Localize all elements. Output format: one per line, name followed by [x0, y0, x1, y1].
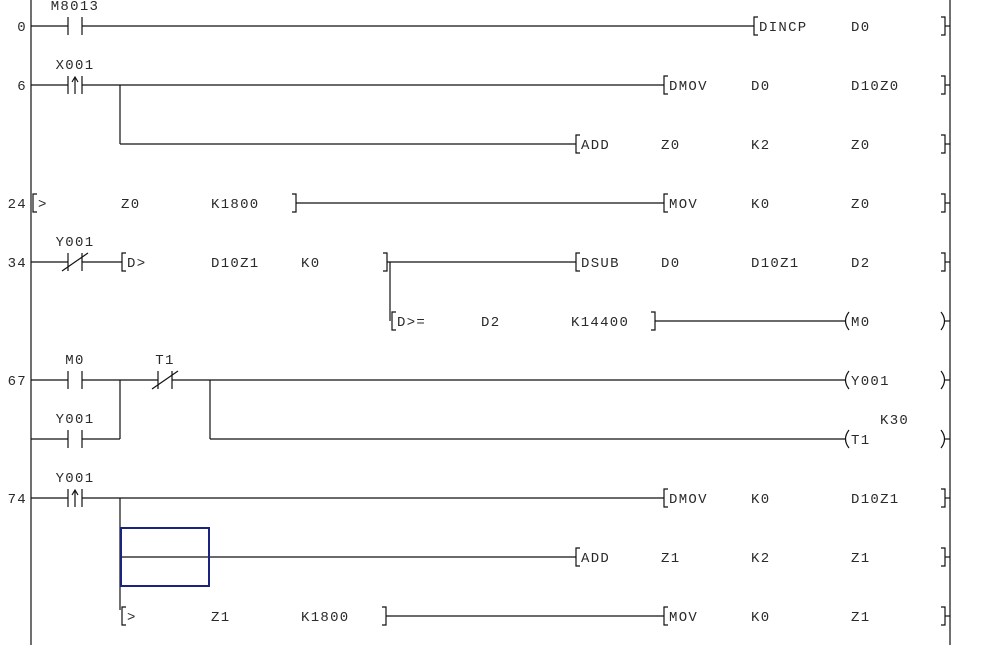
- compare-operand: D10Z1: [211, 256, 260, 272]
- open-bracket: [663, 606, 668, 626]
- step-number: 0: [17, 20, 27, 36]
- compare-operand: Z1: [211, 610, 230, 626]
- instruction-operand: K0: [751, 492, 770, 508]
- instruction-operand: K0: [751, 197, 770, 213]
- instruction-op: DMOV: [669, 79, 708, 95]
- instruction-operand: D10Z1: [851, 492, 900, 508]
- open-bracket: [121, 606, 126, 626]
- step-number: 34: [8, 256, 27, 272]
- close-bracket: [941, 606, 946, 626]
- close-bracket: [941, 16, 946, 36]
- open-bracket: [32, 193, 37, 213]
- instruction-operand: Z0: [851, 197, 870, 213]
- compare-operand: K0: [301, 256, 320, 272]
- close-bracket: [651, 311, 656, 331]
- contact-label: M0: [65, 353, 84, 369]
- compare-op: >: [127, 610, 137, 626]
- contact-label: Y001: [56, 471, 95, 487]
- compare-op: D>=: [397, 315, 426, 331]
- instruction-operand: Z1: [661, 551, 680, 567]
- close-bracket: [383, 252, 388, 272]
- coil-open: [844, 370, 850, 390]
- instruction-op: ADD: [581, 138, 610, 154]
- close-bracket: [382, 606, 387, 626]
- close-bracket: [941, 75, 946, 95]
- ladder-lines: [30, 0, 951, 645]
- instruction-op: DMOV: [669, 492, 708, 508]
- close-bracket: [941, 134, 946, 154]
- close-bracket: [292, 193, 297, 213]
- open-bracket: [575, 547, 580, 567]
- coil-close: [940, 311, 946, 331]
- ladder-texts: 0 M8013 DINCP D0 6 X001 DMOV D0 D10Z0 ADD Z0 K2 Z0 24…: [8, 0, 909, 626]
- compare-op: >: [38, 197, 48, 213]
- coil-label: T1: [851, 433, 870, 449]
- close-bracket: [941, 547, 946, 567]
- compare-operand: D2: [481, 315, 500, 331]
- coil-open: [844, 311, 850, 331]
- instruction-operand: D0: [661, 256, 680, 272]
- editor-cursor[interactable]: [120, 527, 210, 587]
- contact-label: Y001: [56, 235, 95, 251]
- instruction-operand: D2: [851, 256, 870, 272]
- coil-label: Y001: [851, 374, 890, 390]
- step-number: 24: [8, 197, 27, 213]
- coil-close: [940, 370, 946, 390]
- instruction-operand: D0: [751, 79, 770, 95]
- instruction-operand: Z0: [851, 138, 870, 154]
- coil-label: M0: [851, 315, 870, 331]
- rising-edge-arrow-icon: [71, 488, 79, 507]
- instruction-operand: D10Z0: [851, 79, 900, 95]
- rising-edge-arrow-icon: [71, 75, 79, 94]
- instruction-operand: Z1: [851, 551, 870, 567]
- open-bracket: [663, 75, 668, 95]
- step-number: 6: [17, 79, 27, 95]
- compare-operand: Z0: [121, 197, 140, 213]
- open-bracket: [663, 488, 668, 508]
- contact-label: Y001: [56, 412, 95, 428]
- instruction-op: MOV: [669, 197, 698, 213]
- contact-label: T1: [155, 353, 174, 369]
- instruction-operand: D10Z1: [751, 256, 800, 272]
- open-bracket: [121, 252, 126, 272]
- normally-closed-slash-icon: [151, 370, 179, 390]
- instruction-op: MOV: [669, 610, 698, 626]
- contact-label: M8013: [51, 0, 100, 15]
- timer-setting: K30: [880, 413, 909, 429]
- compare-operand: K1800: [301, 610, 350, 626]
- close-bracket: [941, 488, 946, 508]
- step-number: 67: [8, 374, 27, 390]
- close-bracket: [941, 193, 946, 213]
- coil-open: [844, 429, 850, 449]
- instruction-operand: K2: [751, 138, 770, 154]
- open-bracket: [753, 16, 758, 36]
- normally-closed-slash-icon: [61, 252, 89, 272]
- compare-operand: K14400: [571, 315, 629, 331]
- instruction-op: ADD: [581, 551, 610, 567]
- instruction-op: DINCP: [759, 20, 808, 36]
- instruction-op: DSUB: [581, 256, 620, 272]
- open-bracket: [391, 311, 396, 331]
- compare-op: D>: [127, 256, 146, 272]
- open-bracket: [663, 193, 668, 213]
- coil-close: [940, 429, 946, 449]
- instruction-operand: D0: [851, 20, 870, 36]
- instruction-operand: K2: [751, 551, 770, 567]
- instruction-operand: Z1: [851, 610, 870, 626]
- step-number: 74: [8, 492, 27, 508]
- compare-operand: K1800: [211, 197, 260, 213]
- contact-label: X001: [56, 58, 95, 74]
- open-bracket: [575, 134, 580, 154]
- instruction-operand: Z0: [661, 138, 680, 154]
- open-bracket: [575, 252, 580, 272]
- close-bracket: [941, 252, 946, 272]
- instruction-operand: K0: [751, 610, 770, 626]
